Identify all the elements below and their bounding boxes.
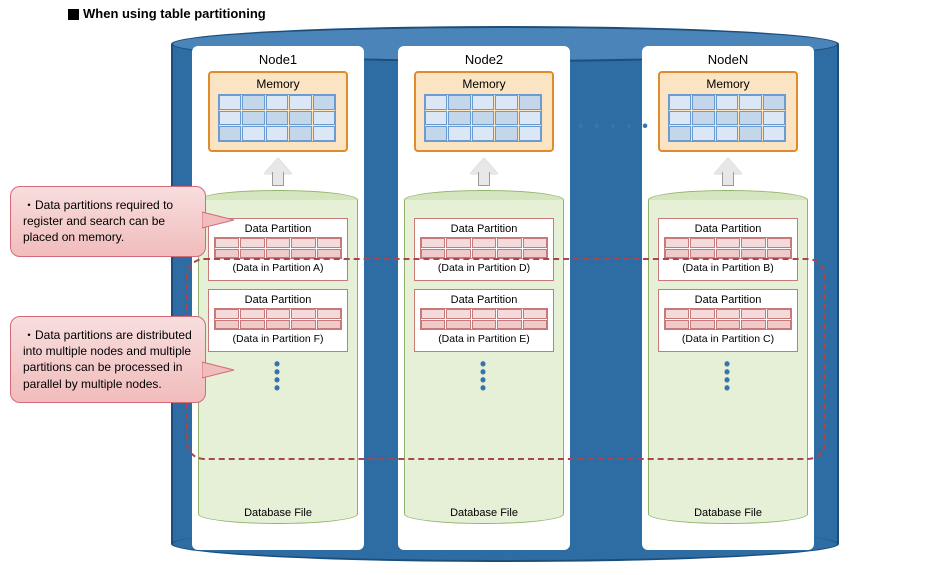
arrow-up-icon — [264, 158, 292, 188]
callout-memory-placement: ・Data partitions required to register an… — [10, 186, 206, 257]
partition-title: Data Partition — [419, 223, 549, 235]
partition-grid — [664, 237, 792, 259]
memory-grid — [218, 94, 336, 142]
callout1-text: ・Data partitions required to register an… — [23, 198, 173, 244]
callout2-tail — [202, 356, 242, 386]
arrow-up-icon — [714, 158, 742, 188]
title-bullet — [68, 9, 79, 20]
title-text: When using table partitioning — [83, 6, 266, 21]
partition-group-outline — [186, 258, 826, 460]
memory-label: Memory — [668, 77, 788, 91]
memory-grid — [424, 94, 542, 142]
database-file-label: Database File — [199, 507, 357, 519]
partition-grid — [420, 237, 548, 259]
memory-box: Memory — [658, 71, 798, 152]
arrow-up-icon — [470, 158, 498, 188]
memory-label: Memory — [218, 77, 338, 91]
memory-box: Memory — [208, 71, 348, 152]
node-title: Node2 — [398, 46, 570, 71]
partition-title: Data Partition — [663, 223, 793, 235]
callout1-tail — [202, 206, 242, 236]
node-title: NodeN — [642, 46, 814, 71]
callout2-text: ・Data partitions are distributed into mu… — [23, 328, 192, 391]
callout-distribution: ・Data partitions are distributed into mu… — [10, 316, 206, 403]
memory-label: Memory — [424, 77, 544, 91]
memory-box: Memory — [414, 71, 554, 152]
node-title: Node1 — [192, 46, 364, 71]
diagram-title: When using table partitioning — [68, 6, 266, 21]
partition-grid — [214, 237, 342, 259]
database-file-label: Database File — [405, 507, 563, 519]
memory-grid — [668, 94, 786, 142]
database-file-label: Database File — [649, 507, 807, 519]
ellipsis-dots: • • • • • — [578, 118, 651, 136]
